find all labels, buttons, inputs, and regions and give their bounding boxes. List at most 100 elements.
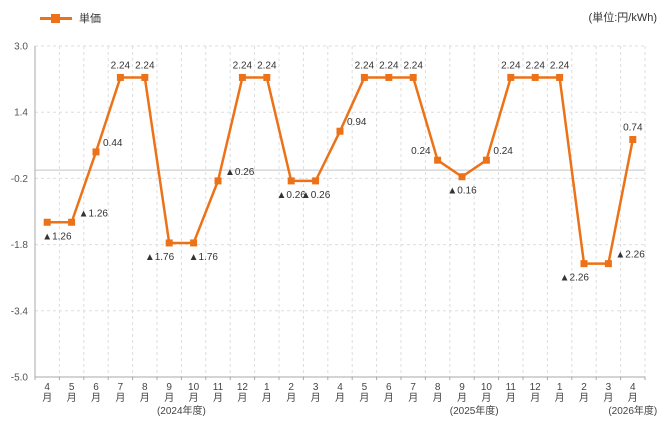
data-point-label: ▲0.26: [225, 167, 255, 178]
data-point-label: 2.24: [355, 60, 375, 71]
x-axis-month-suffix: 月: [579, 392, 589, 404]
x-axis-month-number: 2: [288, 382, 294, 393]
data-point-marker: [434, 156, 442, 164]
data-point-marker: [312, 177, 320, 185]
fiscal-year-label: (2024年度): [157, 404, 206, 417]
x-axis-month-suffix: 月: [262, 392, 272, 404]
data-point-marker: [43, 218, 51, 226]
x-axis-month-suffix: 月: [213, 392, 223, 404]
x-axis-month-number: 1: [557, 382, 563, 393]
data-point-label: 0.44: [103, 138, 123, 149]
x-axis-month-suffix: 月: [384, 392, 394, 404]
x-axis-month-suffix: 月: [311, 392, 321, 404]
data-point-marker: [629, 136, 637, 144]
x-axis-month-suffix: 月: [91, 392, 101, 404]
x-axis-month-number: 7: [118, 382, 124, 393]
x-axis-month-suffix: 月: [115, 392, 125, 404]
y-axis-label: -5.0: [11, 373, 29, 384]
x-axis-month-number: 1: [264, 382, 270, 393]
data-point-label: ▲2.26: [560, 273, 590, 284]
data-point-marker: [385, 73, 393, 81]
x-axis-month-suffix: 月: [42, 392, 52, 404]
data-point-label: 2.24: [111, 60, 131, 71]
data-point-marker: [165, 239, 173, 247]
data-point-label: ▲0.26: [277, 190, 307, 201]
x-axis-month-number: 8: [142, 382, 148, 393]
data-point-marker: [287, 177, 295, 185]
unit-label: (単位:円/kWh): [588, 12, 657, 24]
data-point-marker: [68, 218, 76, 226]
x-axis-month-number: 4: [44, 382, 50, 393]
x-axis-month-number: 4: [337, 382, 343, 393]
data-point-label: ▲2.26: [615, 250, 645, 261]
data-point-label: 0.24: [493, 146, 513, 157]
data-point-marker: [116, 73, 124, 81]
x-axis-month-suffix: 月: [140, 392, 150, 404]
data-point-label: ▲1.26: [79, 208, 109, 219]
data-point-marker: [92, 148, 100, 156]
y-axis-label: -3.4: [11, 306, 29, 317]
data-point-marker: [531, 73, 539, 81]
x-axis-month-suffix: 月: [237, 392, 247, 404]
data-point-label: ▲1.26: [42, 231, 72, 242]
data-point-label: 2.24: [257, 60, 277, 71]
data-point-marker: [190, 239, 198, 247]
y-axis-label: 3.0: [14, 42, 28, 53]
data-point-label: 0.74: [623, 123, 643, 134]
fiscal-year-label: (2026年度): [608, 404, 657, 417]
y-axis-label: 1.4: [14, 108, 28, 119]
x-axis-month-suffix: 月: [433, 392, 443, 404]
x-axis-month-suffix: 月: [457, 392, 467, 404]
data-point-marker: [141, 73, 149, 81]
x-axis-month-suffix: 月: [67, 392, 77, 404]
x-axis-month-number: 10: [481, 382, 493, 393]
data-point-label: ▲1.76: [189, 252, 219, 263]
x-axis-month-number: 6: [386, 382, 392, 393]
data-point-marker: [604, 260, 612, 268]
data-point-label: ▲0.16: [447, 186, 477, 197]
x-axis-month-number: 12: [530, 382, 542, 393]
data-point-marker: [214, 177, 222, 185]
x-axis-month-suffix: 月: [628, 392, 638, 404]
data-point-label: 2.24: [379, 60, 399, 71]
x-axis-month-number: 12: [237, 382, 249, 393]
x-axis-month-suffix: 月: [408, 392, 418, 404]
data-point-label: ▲0.26: [301, 190, 331, 201]
data-point-label: 2.24: [135, 60, 155, 71]
data-point-marker: [507, 73, 515, 81]
x-axis-month-suffix: 月: [359, 392, 369, 404]
x-axis-month-number: 9: [166, 382, 172, 393]
x-axis-month-number: 5: [362, 382, 368, 393]
x-axis-month-suffix: 月: [481, 392, 491, 404]
data-point-label: 2.24: [550, 60, 570, 71]
x-axis-month-suffix: 月: [603, 392, 613, 404]
data-point-marker: [360, 73, 368, 81]
x-axis-month-number: 10: [188, 382, 200, 393]
data-point-marker: [458, 173, 466, 181]
x-axis-month-number: 7: [410, 382, 416, 393]
x-axis-month-number: 6: [93, 382, 99, 393]
data-point-marker: [580, 260, 588, 268]
data-point-label: 2.24: [525, 60, 545, 71]
legend: 単価: [40, 10, 101, 26]
legend-square-icon: [51, 13, 60, 23]
x-axis-month-number: 11: [213, 382, 224, 393]
y-axis-label: -0.2: [11, 174, 29, 185]
x-axis-month-suffix: 月: [335, 392, 345, 404]
data-point-label: 2.24: [501, 60, 521, 71]
legend-label: 単価: [79, 13, 101, 25]
data-point-label: ▲1.76: [145, 252, 175, 263]
x-axis-month-suffix: 月: [286, 392, 296, 404]
x-axis-month-suffix: 月: [530, 392, 540, 404]
x-axis-month-suffix: 月: [189, 392, 199, 404]
x-axis-month-suffix: 月: [506, 392, 516, 404]
data-point-marker: [482, 156, 490, 164]
data-point-label: 0.94: [347, 117, 367, 128]
data-point-marker: [263, 73, 271, 81]
data-point-marker: [336, 127, 344, 135]
data-point-marker: [556, 73, 564, 81]
x-axis-month-number: 4: [630, 382, 636, 393]
fiscal-year-label: (2025年度): [450, 404, 499, 417]
legend-line-marker-icon: [40, 13, 72, 23]
